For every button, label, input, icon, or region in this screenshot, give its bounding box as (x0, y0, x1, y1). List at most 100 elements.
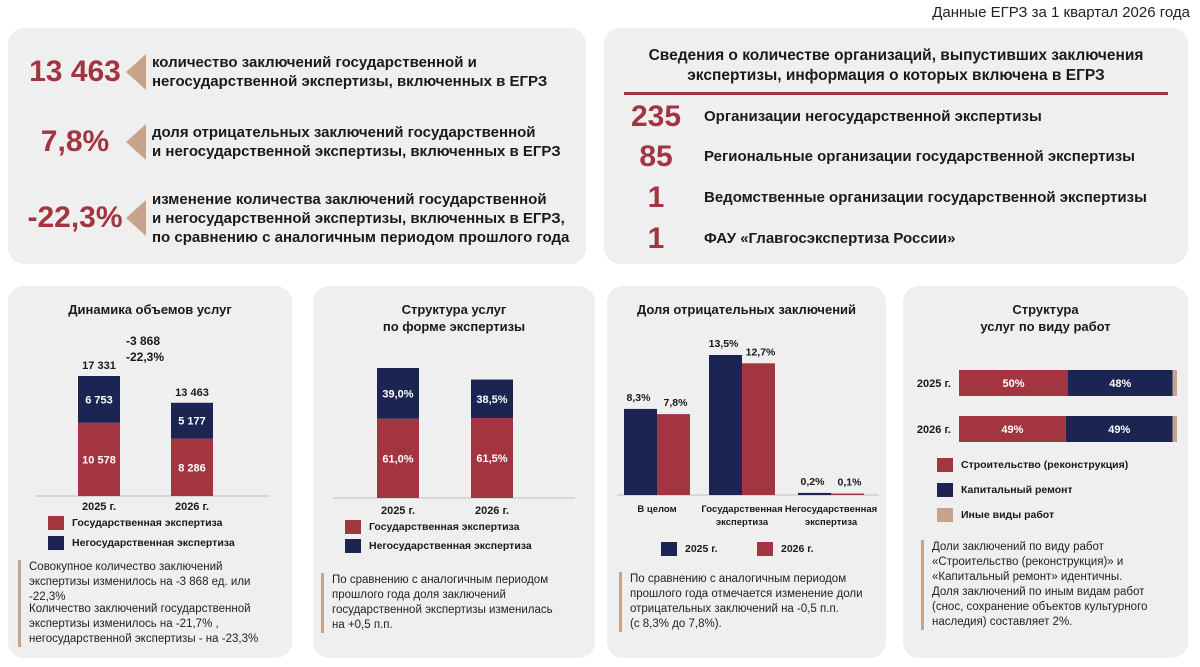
tick-label: Негосударственная экспертиза (785, 504, 877, 528)
structure-work-chart: 2025 г. 50% 48% 2026 г. 49% 49% (917, 370, 1177, 442)
legend-label: 2026 г. (781, 543, 814, 555)
organization-count: 1 (647, 222, 665, 255)
data-label: 39,0% (382, 388, 413, 400)
report-period-note: Данные ЕГРЗ за 1 квартал 2026 года (932, 4, 1190, 21)
bar-nonstate (471, 379, 513, 419)
pointer-arrow-icon (126, 124, 146, 160)
bar-segment (959, 370, 1068, 396)
bar-2026 (657, 414, 690, 495)
data-label: 0,2% (801, 476, 826, 488)
data-label: 12,7% (746, 346, 776, 358)
kpi-item: -22,3% изменение количества заключений г… (8, 188, 586, 248)
legend-swatch (48, 536, 64, 550)
volume-dynamics-panel: Динамика объемов услуг 10 578 6 753 17 331… (8, 286, 292, 658)
structure-form-chart: 61,0% 39,0% 2025 г. 61,5% 38,5% 2026 г. (333, 368, 575, 517)
kpi-description: количество заключений государственной и … (152, 54, 548, 90)
volume-chart: 10 578 6 753 17 331 2025 г. 8 286 5 177 13 463… (36, 334, 270, 513)
chart-note: Количество заключений государственной эк… (18, 602, 288, 647)
legend-item: Иные виды работ (937, 508, 1054, 522)
tick-label: Государственная экспертиза (701, 504, 782, 528)
data-label: 10 578 (82, 454, 116, 466)
legend-swatch (345, 539, 361, 553)
chart-title: Доля отрицательных заключений (636, 302, 857, 317)
kpi-value: 7,8% (40, 125, 110, 158)
title-divider (624, 92, 1168, 95)
organizations-panel: Сведения о количестве организаций, выпус… (604, 28, 1188, 264)
data-label: 8,3% (627, 392, 652, 404)
organization-row: 85 Региональные организации государствен… (604, 138, 1188, 176)
legend-swatch (937, 483, 953, 497)
tick-label: 2026 г. (917, 424, 951, 436)
chart-title: Структура услуг по виду работ (980, 302, 1111, 334)
chart-note: Доли заключений по виду работ «Строитель… (921, 540, 1183, 630)
bar-2025 (709, 355, 742, 495)
structure-work-panel: Структура услуг по виду работ 2025 г. 50%… (903, 286, 1188, 658)
legend-swatch (48, 516, 64, 530)
structure-form-panel: Структура услуг по форме экспертизы 61,0… (313, 286, 595, 658)
legend-item: Негосударственная экспертиза (48, 536, 235, 550)
kpi-item: 7,8% доля отрицательных заключений госуд… (8, 112, 586, 172)
organization-row: 235 Организации негосударственной экспер… (604, 98, 1188, 136)
organization-row: 1 ФАУ «Главгосэкспертиза России» (604, 220, 1188, 258)
bar-2026 (831, 493, 864, 495)
data-label: 5 177 (178, 416, 206, 428)
chart-note: Совокупное количество заключений эксперт… (18, 560, 288, 605)
tick-label: 2025 г. (82, 501, 116, 513)
chart-note: По сравнению с аналогичным периодом прош… (321, 573, 591, 633)
bar-segment (959, 416, 1066, 442)
legend-item: 2025 г. (661, 542, 718, 556)
legend-swatch (661, 542, 677, 556)
organization-count: 85 (639, 140, 673, 173)
tick-label: 2025 г. (381, 505, 415, 517)
tick-label: 2026 г. (175, 501, 209, 513)
organization-count: 1 (647, 181, 665, 214)
pointer-arrow-icon (126, 54, 146, 90)
data-label: 49% (1108, 424, 1130, 436)
organization-label: ФАУ «Главгосэкспертиза России» (704, 230, 956, 247)
data-label: 8 286 (178, 462, 206, 474)
chart-title: Динамика объемов услуг (68, 302, 232, 317)
chart-note: По сравнению с аналогичным периодом прош… (619, 572, 884, 632)
delta-annotation: -3 868 (126, 334, 160, 348)
kpi-value: 13 463 (29, 55, 121, 88)
bar-state (78, 422, 120, 496)
negative-share-chart: 8,3% 7,8% В целом 13,5% 12,7% Государственная… (617, 338, 879, 528)
organization-count: 235 (630, 100, 682, 133)
bar-segment (1172, 416, 1177, 442)
tick-label: В целом (637, 504, 676, 515)
legend-label: Иные виды работ (961, 509, 1055, 521)
bar-state (377, 418, 419, 498)
legend-swatch (937, 458, 953, 472)
data-label: 61,5% (476, 453, 507, 465)
kpi-item: 13 463 количество заключений государстве… (8, 42, 586, 102)
legend-swatch (757, 542, 773, 556)
data-label: 61,0% (382, 453, 413, 465)
legend-label: Государственная экспертиза (72, 517, 223, 529)
legend-label: Негосударственная экспертиза (369, 540, 532, 552)
bar-state (171, 438, 213, 496)
legend-item: Капитальный ремонт (937, 483, 1073, 497)
data-label: 13,5% (709, 338, 739, 350)
tick-label: 2025 г. (917, 378, 951, 390)
legend-item: Строительство (реконструкция) (937, 458, 1128, 472)
organization-label: Организации негосударственной экспертизы (704, 108, 1042, 125)
legend-item: 2026 г. (757, 542, 814, 556)
legend-label: Строительство (реконструкция) (961, 459, 1129, 471)
bar-nonstate (78, 376, 120, 423)
total-label: 13 463 (175, 387, 209, 399)
bar-state (471, 418, 513, 498)
pointer-arrow-icon (126, 200, 146, 236)
legend-swatch (345, 520, 361, 534)
bar-2025 (624, 408, 657, 495)
data-label: 49% (1001, 424, 1023, 436)
negative-share-panel: Доля отрицательных заключений 8,3% 7,8% В … (607, 286, 886, 658)
legend-item: Государственная экспертиза (48, 516, 222, 530)
legend-label: Государственная экспертиза (369, 521, 520, 533)
legend-label: 2025 г. (685, 543, 718, 555)
kpi-description: доля отрицательных заключений государств… (152, 124, 561, 160)
bar-nonstate (171, 402, 213, 439)
tick-label: 2026 г. (475, 505, 509, 517)
legend-swatch (937, 508, 953, 522)
legend-label: Негосударственная экспертиза (72, 537, 235, 549)
kpi-panel: 13 463 количество заключений государстве… (8, 28, 586, 264)
